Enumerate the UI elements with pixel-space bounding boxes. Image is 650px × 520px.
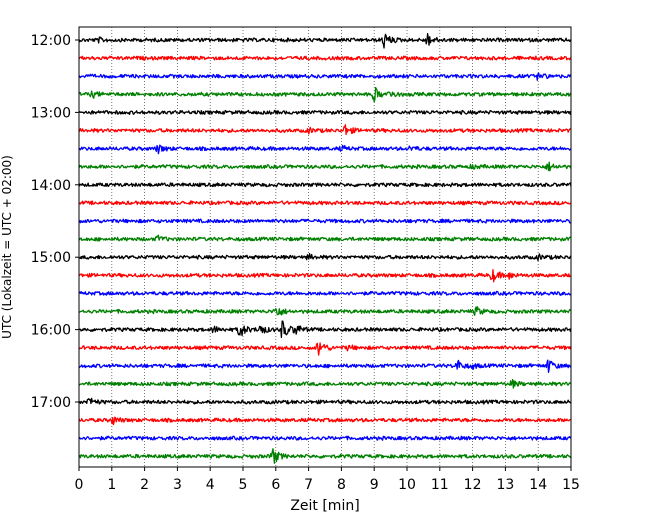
seismogram-trace <box>78 33 572 49</box>
seismogram-trace <box>78 182 572 188</box>
seismogram-trace <box>78 435 572 441</box>
x-tick-label: 1 <box>107 477 116 493</box>
plot-frame <box>78 26 572 468</box>
seismogram-trace <box>78 72 572 81</box>
vertical-gridlines <box>111 27 539 467</box>
seismogram-trace <box>78 144 572 155</box>
x-tick-label: 4 <box>206 477 215 493</box>
y-tick-label: 15:00 <box>31 250 71 266</box>
y-tick-label: 16:00 <box>31 323 71 339</box>
x-tick-label: 14 <box>529 477 547 493</box>
seismogram-trace <box>78 306 572 316</box>
y-tick-label: 17:00 <box>31 395 71 411</box>
seismogram-trace <box>78 218 572 224</box>
seismogram-trace <box>78 269 572 283</box>
seismogram-trace <box>78 161 572 172</box>
seismogram-traces <box>78 33 572 464</box>
y-tick-label: 12:00 <box>31 33 71 49</box>
seismogram-trace <box>78 378 572 389</box>
seismogram-trace <box>78 448 572 464</box>
x-tick-label: 2 <box>140 477 149 493</box>
x-tick-label: 3 <box>173 477 182 493</box>
x-tick-label: 7 <box>304 477 313 493</box>
x-tick-label: 10 <box>398 477 416 493</box>
seismogram-trace <box>78 342 572 356</box>
seismogram-trace <box>78 359 572 373</box>
y-axis-ticks: 12:00 13:00 14:00 15:00 16:00 17:00 <box>31 33 79 411</box>
y-tick-label: 13:00 <box>31 105 71 121</box>
seismogram-trace <box>78 86 572 103</box>
seismogram-trace <box>78 416 572 426</box>
x-tick-label: 9 <box>370 477 379 493</box>
x-axis-label: Zeit [min] <box>290 498 359 514</box>
seismogram-trace <box>78 320 572 339</box>
x-tick-label: 12 <box>464 477 482 493</box>
x-tick-label: 0 <box>75 477 84 493</box>
x-tick-label: 5 <box>239 477 248 493</box>
y-axis-label: UTC (Lokalzeit = UTC + 02:00) <box>0 155 14 339</box>
x-tick-label: 6 <box>271 477 280 493</box>
x-tick-label: 8 <box>337 477 346 493</box>
seismogram-trace <box>78 55 572 61</box>
seismogram-trace <box>78 290 572 296</box>
seismogram-trace <box>78 109 572 115</box>
seismogram-trace <box>78 234 572 242</box>
seismogram-trace <box>78 397 572 405</box>
seismogram-trace <box>78 200 572 206</box>
seismogram-trace <box>78 253 572 262</box>
y-tick-label: 14:00 <box>31 178 71 194</box>
x-tick-label: 11 <box>431 477 449 493</box>
x-axis-ticks: 0 1 2 3 4 5 6 7 8 9 10 11 12 13 14 15 <box>75 467 580 493</box>
x-tick-label: 13 <box>496 477 514 493</box>
seismogram-trace <box>78 124 572 136</box>
x-tick-label: 15 <box>562 477 580 493</box>
